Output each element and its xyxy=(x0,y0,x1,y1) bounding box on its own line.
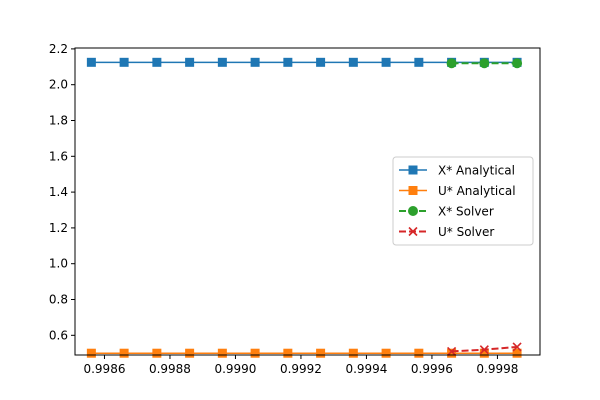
data-point xyxy=(119,57,129,67)
data-point xyxy=(414,57,424,67)
data-point xyxy=(283,348,293,358)
data-point xyxy=(86,348,96,358)
legend-item: X* Solver xyxy=(399,205,494,219)
data-point xyxy=(250,57,260,67)
plot-area xyxy=(86,57,523,358)
legend-label: X* Solver xyxy=(438,205,494,219)
data-point xyxy=(479,58,490,69)
data-point xyxy=(447,346,457,356)
plot-frame xyxy=(74,47,541,356)
x-tick-label: 0.9998 xyxy=(476,362,518,376)
legend-label: U* Analytical xyxy=(438,184,516,198)
data-point xyxy=(479,345,489,355)
y-axis: 0.6 0.8 1.0 1.2 1.4 1.6 1.8 2.0 2.2 xyxy=(49,42,75,342)
series-2 xyxy=(86,348,522,358)
legend-label: X* Analytical xyxy=(438,164,515,178)
data-point xyxy=(250,348,260,358)
data-point xyxy=(512,58,523,69)
data-point xyxy=(381,57,391,67)
legend-item: U* Analytical xyxy=(399,184,516,198)
legend-box xyxy=(392,156,534,246)
legend-item: U* Solver xyxy=(399,225,494,239)
x-tick-label: 0.9994 xyxy=(345,362,387,376)
data-point xyxy=(152,57,162,67)
x-axis: 0.9986 0.9988 0.9990 0.9992 0.9994 0.9996 0.99… xyxy=(83,355,518,376)
x-tick-label: 0.9988 xyxy=(149,362,191,376)
data-point xyxy=(86,57,96,67)
y-tick-label: 2.0 xyxy=(49,78,68,92)
y-tick-label: 1.8 xyxy=(49,113,68,127)
y-tick-label: 1.2 xyxy=(49,221,68,235)
data-point xyxy=(512,342,522,352)
data-point xyxy=(119,348,129,358)
y-tick-label: 0.6 xyxy=(49,328,68,342)
y-tick-label: 2.2 xyxy=(49,42,68,56)
x-tick-label: 0.9992 xyxy=(280,362,322,376)
x-tick-label: 0.9996 xyxy=(411,362,453,376)
legend-label: U* Solver xyxy=(438,225,494,239)
data-point xyxy=(512,348,522,358)
data-point xyxy=(316,348,326,358)
legend: X* Analytical U* Analytical X* Solver U* So… xyxy=(392,156,534,246)
y-tick-label: 1.4 xyxy=(49,185,68,199)
data-point xyxy=(381,348,391,358)
legend-marker xyxy=(408,186,418,195)
data-point xyxy=(348,348,358,358)
series-4 xyxy=(447,342,522,356)
y-tick-label: 1.0 xyxy=(49,257,68,271)
data-point xyxy=(414,348,424,358)
data-point xyxy=(217,57,227,67)
x-tick-label: 0.9986 xyxy=(83,362,125,376)
data-point xyxy=(447,348,457,358)
data-point xyxy=(217,348,227,358)
x-tick-label: 0.9990 xyxy=(214,362,256,376)
y-tick-label: 0.8 xyxy=(49,293,68,307)
legend-item: X* Analytical xyxy=(399,164,515,178)
data-point xyxy=(152,348,162,358)
data-point xyxy=(185,348,195,358)
data-point xyxy=(446,58,457,69)
series-3 xyxy=(446,58,523,69)
legend-marker xyxy=(408,165,418,175)
legend-marker xyxy=(408,226,418,237)
data-point xyxy=(283,57,293,67)
data-point xyxy=(316,57,326,67)
y-tick-label: 1.6 xyxy=(49,149,68,163)
legend-marker xyxy=(408,206,418,216)
data-point xyxy=(348,57,358,67)
data-point xyxy=(185,57,195,67)
